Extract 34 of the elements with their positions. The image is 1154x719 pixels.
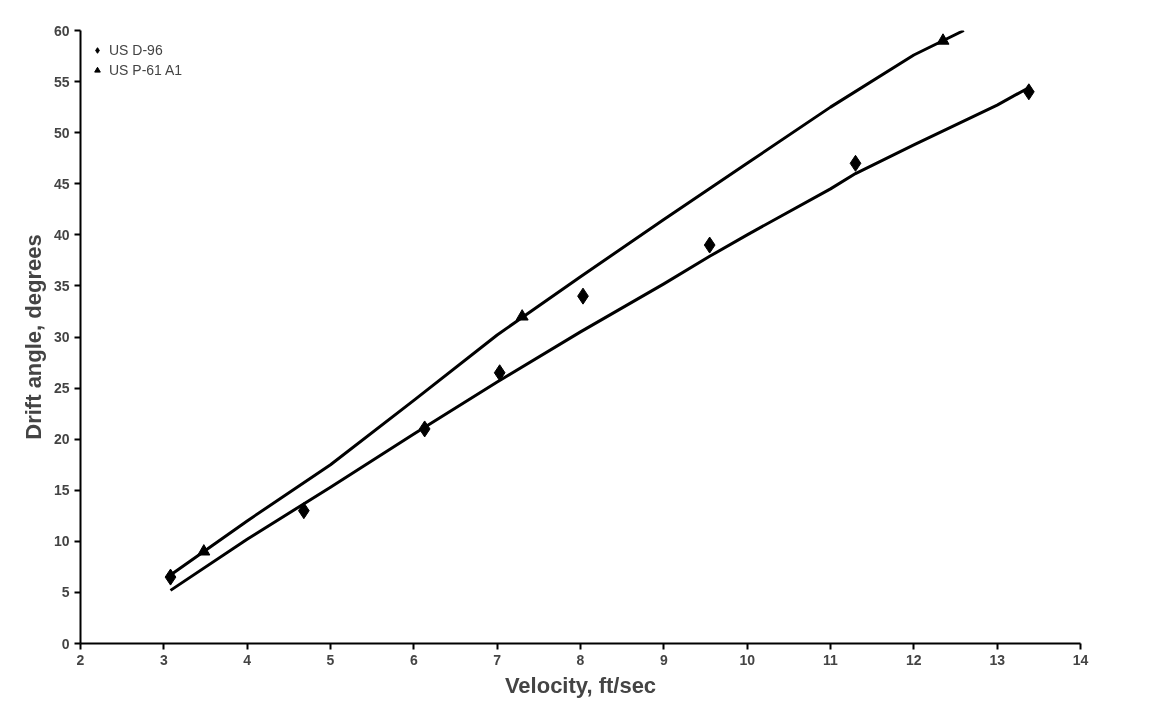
x-tick-label: 4 [243, 651, 252, 668]
x-tick-label: 11 [823, 651, 839, 668]
y-tick-label: 35 [53, 277, 70, 294]
x-tick-label: 3 [159, 651, 168, 668]
x-tick-label: 9 [659, 651, 668, 668]
point [703, 236, 716, 254]
point [493, 364, 506, 382]
y-tick-label: 10 [53, 533, 70, 550]
y-tick-label: 15 [53, 482, 70, 499]
y-tick-label: 60 [53, 22, 70, 39]
x-tick-label: 13 [989, 651, 1006, 668]
y-tick-label: 25 [53, 380, 70, 397]
point [164, 568, 177, 586]
x-tick-label: 5 [326, 651, 335, 668]
y-tick-label: 5 [61, 584, 70, 601]
x-tick-label: 7 [493, 651, 502, 668]
legend-label: US D-96 [109, 42, 163, 58]
x-tick-label: 14 [1072, 651, 1089, 668]
x-tick-label: 10 [739, 651, 756, 668]
x-axis-title: Velocity, ft/sec [504, 672, 657, 698]
y-tick-label: 30 [53, 329, 70, 345]
y-tick-label: 20 [53, 431, 70, 448]
y-axis-title: Drift angle, degrees [20, 234, 46, 440]
x-tick-label: 6 [409, 651, 418, 668]
y-tick-label: 45 [53, 175, 70, 192]
y-tick-label: 55 [53, 73, 70, 90]
x-tick-label: 2 [76, 651, 85, 668]
legend-label: US P-61 A1 [109, 62, 183, 78]
x-tick-label: 8 [576, 651, 585, 668]
y-tick-label: 50 [53, 124, 70, 141]
point [849, 154, 862, 172]
y-tick-label: 40 [53, 226, 70, 243]
y-tick-label: 0 [61, 635, 70, 652]
x-tick-label: 12 [906, 651, 922, 668]
